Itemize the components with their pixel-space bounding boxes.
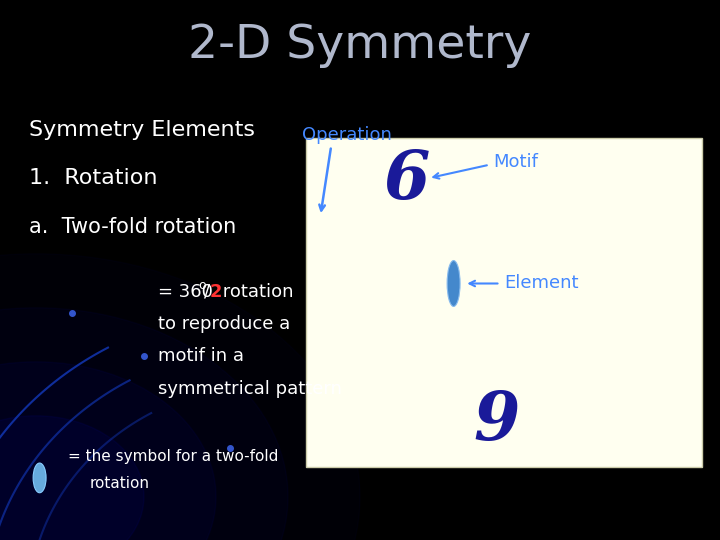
Ellipse shape <box>447 260 460 306</box>
Text: /: / <box>204 282 210 301</box>
Text: rotation: rotation <box>90 476 150 491</box>
Text: 1.  Rotation: 1. Rotation <box>29 168 157 188</box>
Text: Operation: Operation <box>302 126 392 144</box>
Text: = the symbol for a two-fold: = the symbol for a two-fold <box>68 449 279 464</box>
Text: = 360: = 360 <box>158 282 213 301</box>
Text: a.  Two-fold rotation: a. Two-fold rotation <box>29 217 236 237</box>
Bar <box>306 138 702 467</box>
Text: Motif: Motif <box>493 153 538 171</box>
Text: 2: 2 <box>210 282 222 301</box>
Text: symmetrical pattern: symmetrical pattern <box>158 380 342 398</box>
Text: 9: 9 <box>474 389 520 454</box>
Text: o: o <box>199 279 207 292</box>
Text: Symmetry Elements: Symmetry Elements <box>29 119 255 140</box>
Ellipse shape <box>33 463 46 492</box>
Circle shape <box>0 308 288 540</box>
Text: 2-D Symmetry: 2-D Symmetry <box>189 23 531 69</box>
Text: 6: 6 <box>384 148 430 213</box>
Text: to reproduce a: to reproduce a <box>158 315 291 333</box>
Circle shape <box>0 362 216 540</box>
Text: rotation: rotation <box>217 282 294 301</box>
Text: Element: Element <box>504 274 578 293</box>
Text: motif in a: motif in a <box>158 347 244 366</box>
Circle shape <box>0 416 144 540</box>
